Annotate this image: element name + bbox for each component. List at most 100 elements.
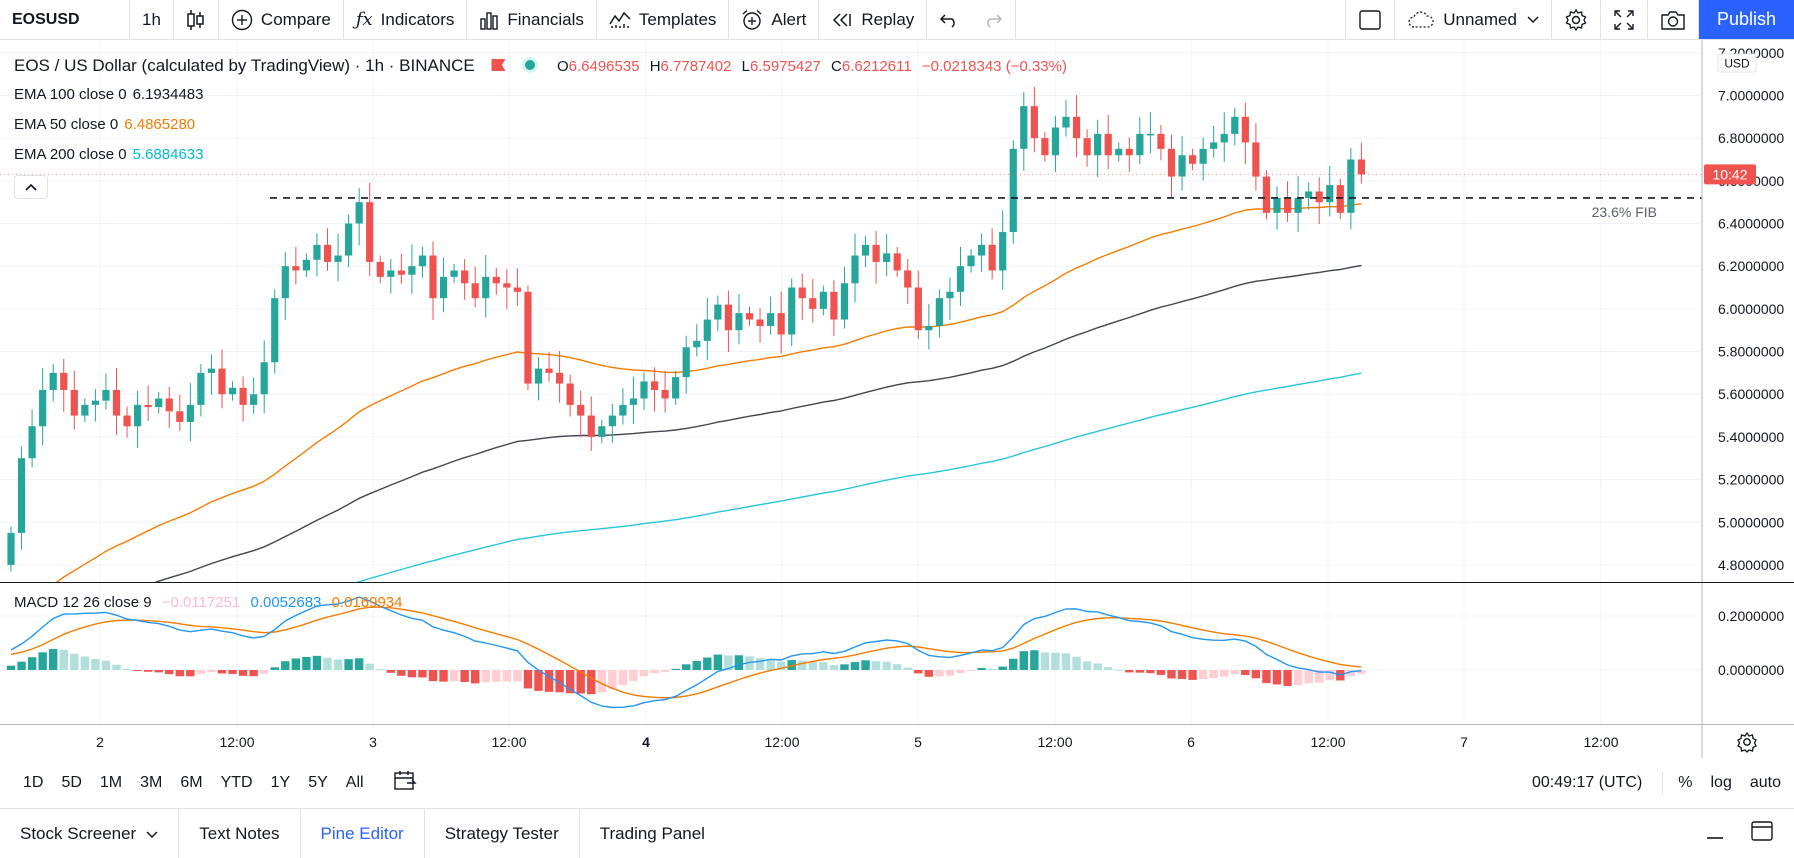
series-title: EOS / US Dollar (calculated by TradingVi… [14, 56, 475, 75]
scale-button-percent[interactable]: % [1678, 774, 1693, 791]
candle-body [988, 244, 996, 271]
price-tick-label: 6.0000000 [1718, 301, 1784, 317]
candle-body [376, 261, 384, 277]
macd-histogram-bar [38, 652, 47, 670]
interval-button[interactable]: 1h [130, 0, 174, 39]
range-button-1y[interactable]: 1Y [270, 774, 291, 791]
tab-stock-screener[interactable]: Stock Screener [0, 809, 180, 858]
time-tick-label: 2 [96, 734, 104, 750]
range-button-6m[interactable]: 6M [180, 774, 203, 791]
ema100-legend[interactable]: EMA 100 close 0 6.1934483 [14, 86, 203, 103]
macd-histogram-bar [998, 666, 1007, 670]
candle-body [946, 291, 954, 299]
scale-button-auto[interactable]: auto [1749, 774, 1781, 791]
macd-histogram-bar [893, 664, 902, 670]
publish-button[interactable]: Publish [1698, 0, 1794, 39]
ema100-value: 6.1934483 [132, 86, 204, 103]
redo-button[interactable] [971, 0, 1017, 39]
macd-histogram-bar [1251, 670, 1261, 679]
macd-signal-value: 0.0169934 [331, 594, 403, 611]
function-icon: ƒx [355, 9, 373, 30]
macd-histogram-bar [1167, 670, 1176, 679]
macd-histogram-bar [238, 670, 248, 676]
layout-name-button[interactable]: Unnamed [1395, 0, 1552, 39]
candle-body [281, 266, 289, 299]
price-tick-label: 6.4000000 [1718, 216, 1784, 232]
range-button-1m[interactable]: 1M [99, 774, 123, 791]
undo-button[interactable] [927, 0, 971, 39]
tab-trading-panel[interactable]: Trading Panel [580, 809, 725, 858]
select-layout-button[interactable] [1345, 0, 1396, 39]
templates-button[interactable]: Templates [597, 0, 730, 39]
date-range-bar: 1D 5D 1M 3M 6M YTD 1Y 5Y All 00:49:17 (UTC) % log… [0, 764, 1794, 802]
goto-date-icon[interactable] [393, 770, 417, 797]
range-button-1d[interactable]: 1D [23, 774, 44, 791]
ema50-legend[interactable]: EMA 50 close 0 6.4865280 [14, 116, 195, 133]
macd-histogram-bar [217, 670, 227, 674]
settings-button[interactable] [1552, 0, 1601, 39]
replay-button[interactable]: Replay [819, 0, 928, 39]
macd-histogram-bar [1030, 650, 1039, 670]
bar-chart-icon [479, 10, 499, 30]
candle-body [1210, 142, 1218, 149]
candle-body [1241, 116, 1249, 143]
macd-histogram-bar [439, 670, 448, 682]
compare-button[interactable]: Compare [219, 0, 344, 39]
fib-line[interactable]: 23.6% FIB [270, 197, 1702, 220]
undo-icon [939, 12, 959, 28]
candle-body [904, 270, 912, 288]
candle-body [724, 304, 732, 331]
fullscreen-button[interactable] [1601, 0, 1648, 39]
maximize-panel-icon[interactable] [1750, 820, 1774, 847]
range-button-all[interactable]: All [345, 774, 364, 791]
candle-body [292, 266, 300, 271]
alert-button[interactable]: Alert [729, 0, 820, 39]
candle-body [756, 319, 764, 326]
market-status-icon [522, 57, 539, 73]
rewind-icon [831, 12, 853, 28]
candle-body [935, 298, 943, 326]
indicators-button[interactable]: ƒx Indicators [344, 0, 468, 39]
minimize-panel-icon[interactable] [1706, 822, 1724, 845]
candle-body [956, 266, 965, 292]
tab-strategy-tester[interactable]: Strategy Tester [425, 809, 580, 858]
chart-settings-gear-icon[interactable] [1737, 731, 1757, 753]
candle-body [851, 255, 859, 284]
range-button-3m[interactable]: 3M [140, 774, 163, 791]
macd-histogram-bar [1177, 670, 1187, 679]
candle-body [1062, 116, 1070, 128]
snapshot-button[interactable] [1648, 0, 1699, 39]
alert-label: Alert [771, 9, 807, 29]
range-button-5y[interactable]: 5Y [308, 774, 328, 791]
macd-legend[interactable]: MACD 12 26 close 9 −0.0117251 0.0052683 … [14, 594, 402, 611]
fullscreen-icon [1613, 9, 1635, 31]
financials-button[interactable]: Financials [467, 0, 597, 39]
macd-histogram-bar [776, 661, 786, 670]
macd-histogram-bar [682, 664, 691, 670]
macd-histogram-bar [1262, 670, 1271, 684]
macd-signal-line [10, 606, 1362, 699]
candle-body [1051, 127, 1060, 156]
axes: 7.00000006.80000006.60000006.40000006.20… [0, 40, 1794, 758]
indicators-label: Indicators [380, 9, 455, 29]
range-button-5d[interactable]: 5D [61, 774, 82, 791]
scale-button-log[interactable]: log [1710, 774, 1732, 791]
utc-clock[interactable]: 00:49:17 (UTC) [1532, 774, 1643, 791]
candle-body [1020, 106, 1028, 149]
candle-body [461, 270, 469, 284]
tab-pine-editor[interactable]: Pine Editor [301, 809, 425, 858]
range-button-ytd[interactable]: YTD [220, 774, 253, 791]
chart-type-button[interactable] [174, 0, 219, 39]
macd-histogram-bar [903, 667, 912, 670]
symbol-search-button[interactable]: EOSUSD [0, 0, 130, 39]
macd-histogram-bar [1156, 670, 1166, 675]
gear-icon [1564, 8, 1588, 32]
candle-body [745, 313, 754, 320]
currency-badge[interactable] [1717, 53, 1757, 73]
candle-body [250, 394, 258, 405]
tab-text-notes[interactable]: Text Notes [179, 809, 301, 858]
open-label: O [556, 58, 569, 75]
collapse-legend-button[interactable] [14, 175, 48, 199]
ema200-legend[interactable]: EMA 200 close 0 5.6884633 [14, 146, 203, 163]
chart-canvas[interactable]: 23.6% FIB 7.00000006.80000006.60000006.4… [0, 40, 1794, 758]
